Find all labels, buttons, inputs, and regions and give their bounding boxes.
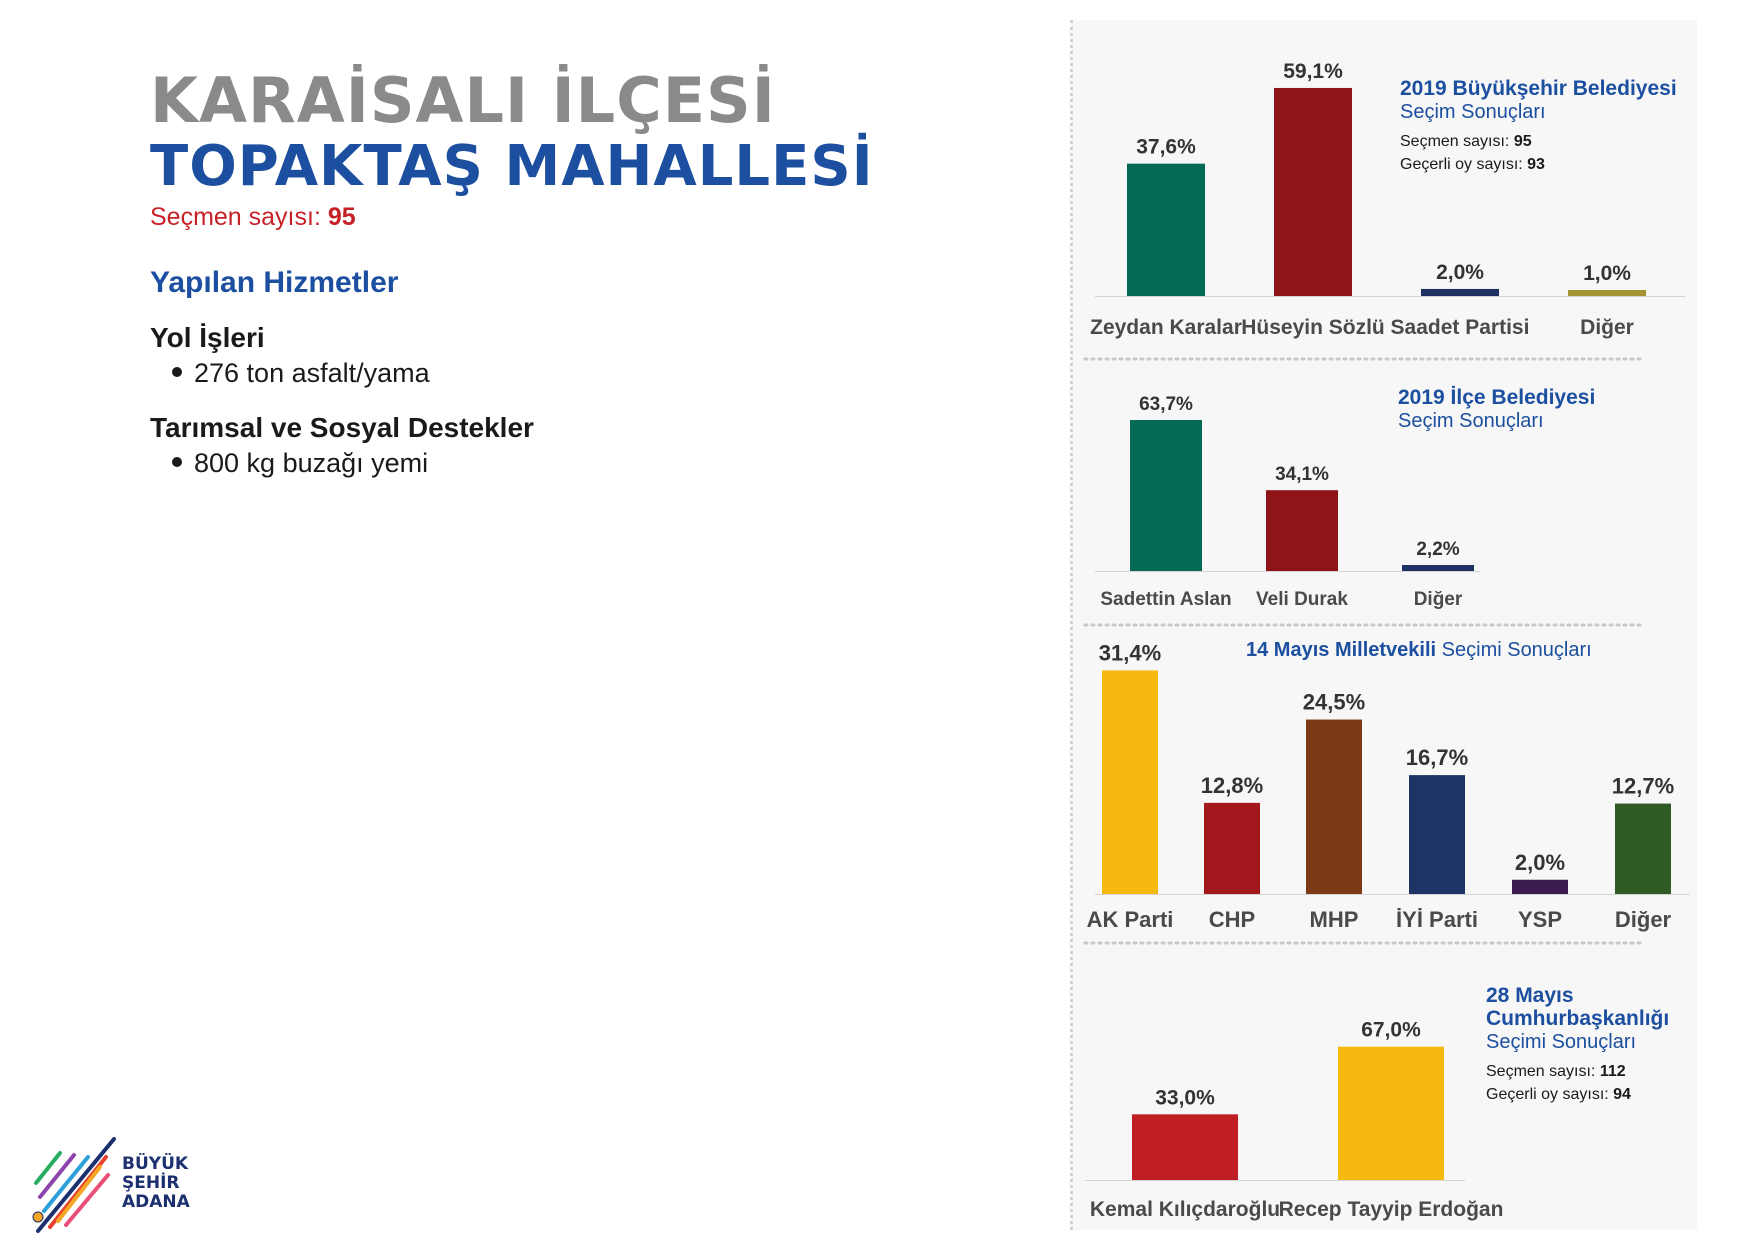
bar-value-label: 12,7% — [1612, 774, 1674, 799]
bar-value-label: 2,2% — [1416, 539, 1459, 560]
bar — [1568, 290, 1646, 296]
chart-title: Cumhurbaşkanlığı — [1486, 1007, 1669, 1030]
logo-line-1: BÜYÜK — [122, 1154, 189, 1174]
voter-count-label: Seçmen sayısı: — [150, 203, 321, 231]
bar-value-label: 2,0% — [1436, 261, 1484, 284]
bar-value-label: 37,6% — [1136, 136, 1196, 159]
bar-value-label: 34,1% — [1275, 464, 1329, 485]
category-label: Hüseyin Sözlü — [1241, 316, 1385, 339]
bar — [1132, 1114, 1238, 1180]
bar — [1512, 879, 1568, 894]
bar-value-label: 67,0% — [1361, 1019, 1421, 1042]
bar — [1402, 565, 1474, 571]
logo-line-2: ŞEHİR — [122, 1173, 180, 1193]
service-item-text: 276 ton asfalt/yama — [194, 358, 430, 388]
logo-stripes-icon — [32, 1137, 116, 1233]
bar — [1409, 775, 1465, 894]
voter-count: Seçmen sayısı: 95 — [150, 203, 356, 232]
category-label: MHP — [1310, 907, 1359, 932]
bar-value-label: 1,0% — [1583, 262, 1631, 285]
category-label: Sadettin Aslan — [1100, 589, 1231, 610]
neighborhood-title: TOPAKTAŞ MAHALLESİ — [150, 134, 874, 199]
category-label: Diğer — [1615, 907, 1672, 932]
district-title: KARAİSALI İLÇESİ — [150, 64, 776, 137]
left-content: KARAİSALI İLÇESİ TOPAKTAŞ MAHALLESİ Seçm… — [150, 64, 874, 479]
service-item-text: 800 kg buzağı yemi — [194, 448, 429, 478]
bar-value-label: 24,5% — [1303, 690, 1365, 715]
bar — [1306, 719, 1362, 894]
category-label: İYİ Parti — [1396, 907, 1478, 932]
bar — [1266, 490, 1338, 571]
bullet-icon — [172, 366, 182, 377]
bar-value-label: 33,0% — [1155, 1086, 1215, 1109]
service-group-road: Yol İşleri — [150, 322, 265, 353]
category-label: Diğer — [1414, 589, 1463, 610]
buyuksehir-adana-logo: BÜYÜK ŞEHİR ADANA — [30, 1135, 220, 1235]
chart-subtitle: Seçimi Sonuçları — [1486, 1031, 1636, 1053]
bar-value-label: 63,7% — [1139, 394, 1193, 415]
bar-value-label: 2,0% — [1515, 850, 1565, 875]
category-label: CHP — [1209, 907, 1255, 932]
service-item: 276 ton asfalt/yama — [172, 358, 430, 389]
category-label: Diğer — [1580, 316, 1634, 339]
chart-note: Geçerli oy sayısı: 94 — [1486, 1086, 1631, 1103]
category-label: AK Parti — [1087, 907, 1174, 932]
bar-value-label: 12,8% — [1201, 773, 1263, 798]
service-item: 800 kg buzağı yemi — [172, 448, 428, 479]
bar — [1274, 87, 1352, 296]
category-label: Veli Durak — [1256, 589, 1348, 610]
logo-line-3: ADANA — [122, 1192, 190, 1212]
bar-value-label: 31,4% — [1099, 640, 1161, 665]
bar — [1127, 163, 1205, 296]
chart-note: Seçmen sayısı: 112 — [1486, 1063, 1626, 1080]
category-label: YSP — [1518, 907, 1562, 932]
bar — [1204, 802, 1260, 894]
voter-count-value: 95 — [327, 203, 356, 231]
bar — [1338, 1046, 1444, 1180]
bullet-icon — [172, 456, 182, 467]
bar — [1421, 288, 1499, 296]
bar — [1130, 420, 1202, 571]
bar-value-label: 16,7% — [1406, 745, 1468, 770]
logo-text: BÜYÜK ŞEHİR ADANA — [122, 1155, 190, 1212]
bar-value-label: 59,1% — [1283, 60, 1343, 83]
chart-title: 2019 Büyükşehir Belediyesi — [1400, 77, 1677, 100]
bar — [1102, 670, 1158, 894]
bar — [1615, 803, 1671, 894]
chart-note: Geçerli oy sayısı: 93 — [1400, 156, 1545, 173]
services-title: Yapılan Hizmetler — [150, 266, 399, 299]
category-label: Zeydan Karalar — [1090, 316, 1242, 339]
chart-title: 28 Mayıs — [1486, 984, 1574, 1007]
category-label: Kemal Kılıçdaroğlu — [1090, 1198, 1280, 1221]
category-label: Saadet Partisi — [1391, 316, 1530, 339]
chart-subtitle: Seçim Sonuçları — [1400, 101, 1546, 123]
category-label: Recep Tayyip Erdoğan — [1279, 1198, 1504, 1221]
chart-title: 2019 İlçe Belediyesi — [1398, 386, 1595, 409]
chart-subtitle: Seçim Sonuçları — [1398, 410, 1544, 432]
service-group-agri: Tarımsal ve Sosyal Destekler — [150, 412, 534, 443]
chart-title: 14 Mayıs Milletvekili Seçimi Sonuçları — [1246, 639, 1592, 661]
chart-note: Seçmen sayısı: 95 — [1400, 133, 1532, 150]
